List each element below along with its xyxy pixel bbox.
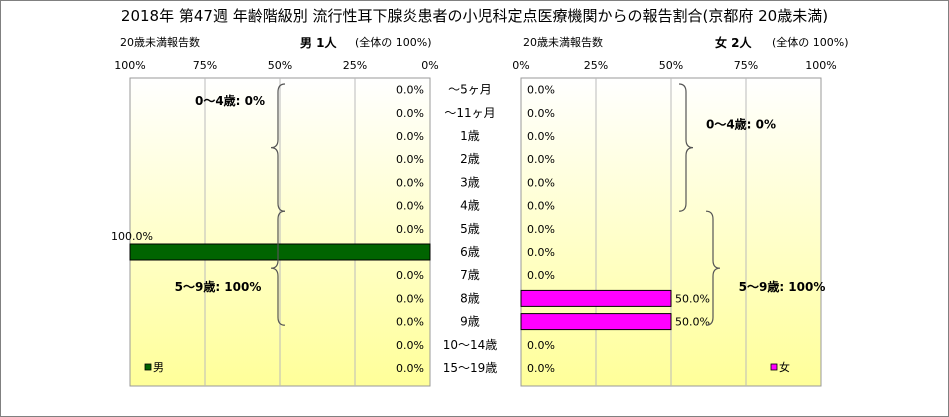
female-brace-0-4	[678, 83, 694, 212]
female-x-tick-label: 0%	[512, 59, 529, 72]
male-legend-swatch	[144, 363, 152, 371]
male-brace-0-4	[270, 83, 286, 212]
female-x-tick-label: 75%	[734, 59, 758, 72]
male-bar-value-label: 100.0%	[111, 230, 153, 243]
female-bar	[520, 313, 672, 331]
female-bar-value-label: 0.0%	[527, 269, 555, 282]
age-category-label: ～11ヶ月	[444, 106, 495, 120]
female-bar-value-label: 0.0%	[527, 200, 555, 213]
male-bar-value-label: 0.0%	[396, 107, 424, 120]
age-category-label: 2歳	[460, 152, 480, 166]
female-under20-label: 20歳未満報告数	[523, 36, 603, 49]
female-legend-label: 女	[779, 360, 790, 374]
male-legend-label: 男	[153, 361, 164, 374]
female-bar-value-label: 0.0%	[527, 223, 555, 236]
age-category-label: 15～19歳	[443, 361, 498, 375]
male-bar-value-label: 0.0%	[396, 200, 424, 213]
age-category-label: 3歳	[460, 175, 480, 189]
female-bar-value-label: 0.0%	[527, 362, 555, 375]
male-bar-value-label: 0.0%	[396, 292, 424, 305]
female-bar-value-label: 0.0%	[527, 246, 555, 259]
female-group-5-9-label: 5～9歳: 100%	[739, 279, 826, 294]
female-bar-value-label: 0.0%	[527, 107, 555, 120]
age-category-label: 10～14歳	[443, 338, 498, 352]
male-x-tick-label: 25%	[343, 59, 367, 72]
male-total: 男 1人	[300, 36, 337, 50]
age-category-label: 9歳	[460, 315, 480, 329]
male-bar-value-label: 0.0%	[396, 269, 424, 282]
male-share-label: (全体の 100%)	[355, 36, 432, 49]
male-bar-value-label: 0.0%	[396, 339, 424, 352]
male-group-5-9-label: 5～9歳: 100%	[175, 279, 262, 294]
age-category-label: 5歳	[460, 222, 480, 236]
female-bar-value-label: 0.0%	[527, 153, 555, 166]
female-x-tick-label: 50%	[659, 59, 683, 72]
male-brace-5-9	[270, 210, 286, 326]
male-total-label: 男 1人	[300, 34, 337, 51]
age-category-label: 7歳	[460, 268, 480, 282]
female-x-tick-label: 25%	[584, 59, 608, 72]
male-bar-value-label: 0.0%	[396, 130, 424, 143]
age-category-label: 8歳	[460, 291, 480, 305]
female-total: 女 2人	[715, 36, 752, 50]
male-bar	[129, 243, 431, 261]
female-bar-value-label: 50.0%	[675, 292, 710, 305]
male-under20-label: 20歳未満報告数	[120, 36, 200, 49]
female-share-label: (全体の 100%)	[772, 36, 849, 49]
male-bar-value-label: 0.0%	[396, 223, 424, 236]
male-bar-value-label: 0.0%	[396, 176, 424, 189]
age-category-label: 1歳	[460, 129, 480, 143]
chart-title: 2018年 第47週 年齢階級別 流行性耳下腺炎患者の小児科定点医療機関からの報…	[120, 7, 829, 25]
male-bar-value-label: 0.0%	[396, 362, 424, 375]
female-brace-5-9	[705, 210, 721, 326]
male-x-tick-label: 0%	[421, 59, 438, 72]
male-x-tick-label: 50%	[268, 59, 292, 72]
age-category-label: 6歳	[460, 245, 480, 259]
male-bar-value-label: 0.0%	[396, 84, 424, 97]
male-bar-value-label: 0.0%	[396, 153, 424, 166]
female-total-label: 女 2人	[715, 34, 752, 51]
age-category-label: 4歳	[460, 199, 480, 213]
female-bar	[520, 289, 672, 307]
female-bar-value-label: 0.0%	[527, 176, 555, 189]
female-group-0-4-label: 0～4歳: 0%	[706, 116, 776, 131]
male-x-tick-label: 75%	[193, 59, 217, 72]
age-category-label: ～5ヶ月	[448, 83, 492, 97]
female-x-tick-label: 100%	[805, 59, 836, 72]
female-legend-swatch	[770, 363, 778, 371]
female-bar-value-label: 50.0%	[675, 316, 710, 329]
female-bar-value-label: 0.0%	[527, 84, 555, 97]
male-bar-value-label: 0.0%	[396, 316, 424, 329]
female-bar-value-label: 0.0%	[527, 339, 555, 352]
female-bar-value-label: 0.0%	[527, 130, 555, 143]
male-group-0-4-label: 0～4歳: 0%	[195, 93, 265, 108]
male-x-tick-label: 100%	[114, 59, 145, 72]
